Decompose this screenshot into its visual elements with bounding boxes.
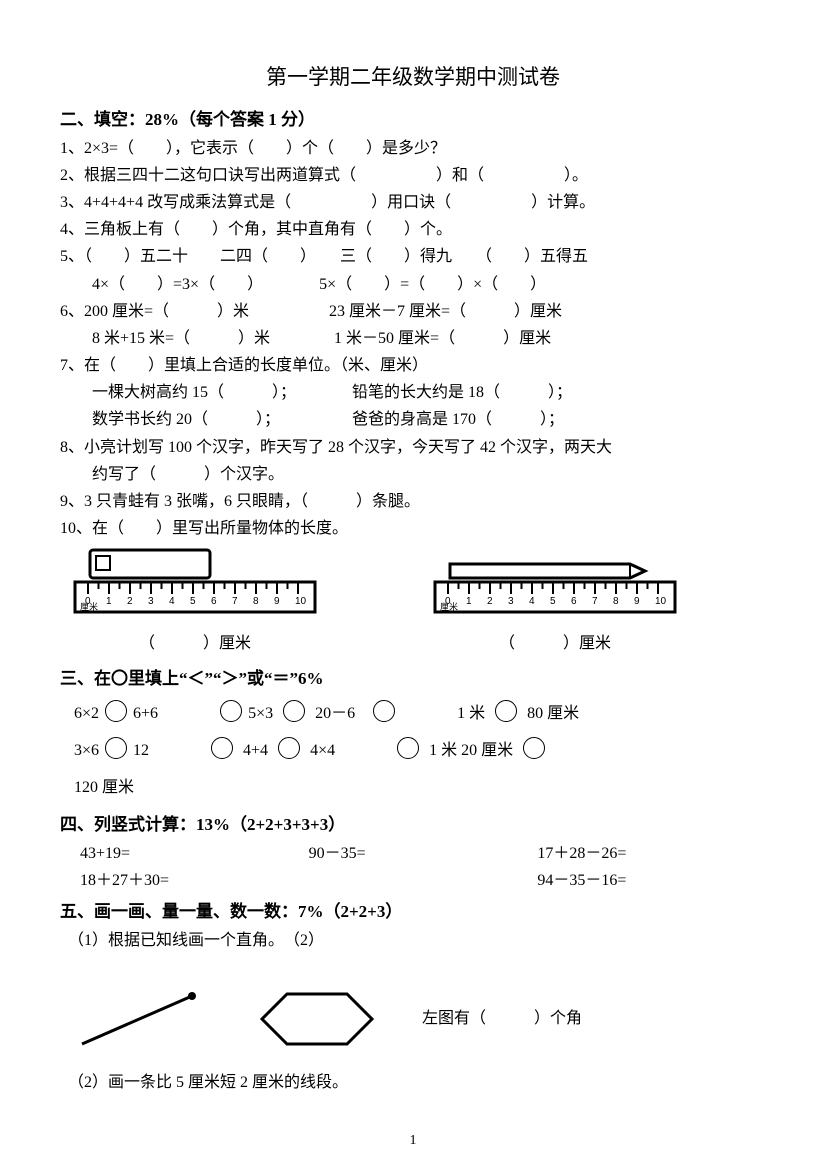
svg-text:9: 9 bbox=[634, 596, 640, 607]
circle-blank bbox=[523, 737, 545, 759]
q5-1: （1）根据已知线画一个直角。 （2） bbox=[68, 927, 766, 954]
svg-text:2: 2 bbox=[127, 596, 133, 607]
cmp-2c: 4+4 bbox=[243, 742, 268, 759]
svg-text:3: 3 bbox=[508, 596, 514, 607]
calc-row-1: 43+19= 90－35= 17＋28－26= bbox=[80, 840, 766, 867]
svg-text:厘米: 厘米 bbox=[80, 601, 98, 612]
circle-blank bbox=[278, 737, 300, 759]
cmp-1e: 1 米 bbox=[457, 705, 485, 722]
compare-row-1: 6×2 6+6 5×3 20－6 1 米 80 厘米 bbox=[74, 700, 766, 727]
line-segment-icon bbox=[72, 984, 212, 1054]
q2-2: 2、根据三四十二这句口诀写出两道算式（ ）和（ ）。 bbox=[60, 162, 766, 189]
q5-2: （2）画一条比 5 厘米短 2 厘米的线段。 bbox=[68, 1069, 766, 1096]
ruler-caption-1: （ ）厘米 bbox=[60, 630, 330, 657]
q5-figures: 左图有（ ）个角 bbox=[72, 979, 766, 1059]
cmp-1d: 20－6 bbox=[315, 705, 355, 722]
section-5-head: 五、画一画、量一量、数一数：7%（2+2+3） bbox=[60, 898, 766, 927]
circle-blank bbox=[397, 737, 419, 759]
ruler-figure-1: 012345678910 厘米 （ ）厘米 bbox=[60, 548, 330, 656]
compare-row-2: 3×6 12 4+4 4×4 1 米 20 厘米 bbox=[74, 737, 766, 764]
cmp-3: 120 厘米 bbox=[74, 779, 134, 796]
calc-row-2: 18＋27＋30= 94－35－16= bbox=[80, 867, 766, 894]
circle-blank bbox=[105, 737, 127, 759]
exam-title: 第一学期二年级数学期中测试卷 bbox=[60, 60, 766, 96]
calc-a3: 17＋28－26= bbox=[537, 840, 766, 867]
svg-text:5: 5 bbox=[550, 596, 556, 607]
cmp-1c: 5×3 bbox=[248, 705, 273, 722]
circle-blank bbox=[105, 700, 127, 722]
svg-text:6: 6 bbox=[211, 596, 217, 607]
svg-text:1: 1 bbox=[106, 596, 112, 607]
compare-row-3: 120 厘米 bbox=[74, 774, 766, 801]
section-4-head: 四、列竖式计算：13%（2+2+3+3+3） bbox=[60, 811, 766, 840]
cmp-2a: 3×6 bbox=[74, 742, 99, 759]
cmp-1f: 80 厘米 bbox=[527, 705, 579, 722]
svg-text:厘米: 厘米 bbox=[440, 601, 458, 612]
q2-7c: 数学书长约 20（ ）； 爸爸的身高是 170（ ）； bbox=[60, 406, 766, 433]
calc-a2: 90－35= bbox=[309, 840, 538, 867]
q2-7a: 7、在（ ）里填上合适的长度单位。（米、厘米） bbox=[60, 352, 766, 379]
q2-8a: 8、小亮计划写 100 个汉字，昨天写了 28 个汉字，今天写了 42 个汉字，… bbox=[60, 434, 766, 461]
hexagon-icon bbox=[252, 979, 382, 1059]
q2-6a: 6、200 厘米=（ ）米 23 厘米－7 厘米=（ ）厘米 bbox=[60, 298, 766, 325]
cmp-1b: 6+6 bbox=[133, 705, 158, 722]
svg-text:9: 9 bbox=[274, 596, 280, 607]
q2-10: 10、在（ ）里写出所量物体的长度。 bbox=[60, 515, 766, 542]
svg-text:7: 7 bbox=[592, 596, 598, 607]
q2-9: 9、3 只青蛙有 3 张嘴，6 只眼睛，（ ）条腿。 bbox=[60, 488, 766, 515]
svg-text:3: 3 bbox=[148, 596, 154, 607]
svg-text:8: 8 bbox=[253, 596, 259, 607]
exam-page: 第一学期二年级数学期中测试卷 二、填空：28%（每个答案 1 分） 1、2×3=… bbox=[0, 0, 826, 1169]
svg-text:5: 5 bbox=[190, 596, 196, 607]
page-number: 1 bbox=[0, 1129, 826, 1153]
q2-5a: 5、（ ）五二十 二四（ ） 三（ ）得九 （ ）五得五 bbox=[60, 243, 766, 270]
q2-4: 4、三角板上有（ ）个角，其中直角有（ ）个。 bbox=[60, 216, 766, 243]
svg-text:2: 2 bbox=[487, 596, 493, 607]
hex-caption: 左图有（ ）个角 bbox=[422, 1005, 582, 1032]
q2-7b: 一棵大树高约 15（ ）； 铅笔的长大约是 18（ ）； bbox=[60, 379, 766, 406]
cmp-1a: 6×2 bbox=[74, 705, 99, 722]
circle-blank bbox=[211, 737, 233, 759]
cmp-2b: 12 bbox=[133, 742, 149, 759]
circle-blank bbox=[283, 700, 305, 722]
section-3-head: 三、在〇里填上“＜”“＞”或“＝”6% bbox=[60, 665, 766, 694]
calc-b3: 94－35－16= bbox=[537, 867, 766, 894]
svg-text:10: 10 bbox=[295, 596, 307, 607]
svg-text:10: 10 bbox=[655, 596, 667, 607]
ruler-figures: 012345678910 厘米 （ ）厘米 012345678910 厘米 （ … bbox=[60, 548, 766, 656]
svg-text:1: 1 bbox=[466, 596, 472, 607]
circle-blank bbox=[220, 700, 242, 722]
svg-text:6: 6 bbox=[571, 596, 577, 607]
circle-blank bbox=[495, 700, 517, 722]
ruler-figure-2: 012345678910 厘米 （ ）厘米 bbox=[420, 548, 690, 656]
q2-6b: 8 米+15 米=（ ）米 1 米－50 厘米=（ ）厘米 bbox=[60, 325, 766, 352]
q2-8b: 约写了（ ）个汉字。 bbox=[60, 461, 766, 488]
svg-text:7: 7 bbox=[232, 596, 238, 607]
circle-blank bbox=[373, 700, 395, 722]
calc-a1: 43+19= bbox=[80, 840, 309, 867]
q2-3: 3、4+4+4+4 改写成乘法算式是（ ）用口诀（ ）计算。 bbox=[60, 189, 766, 216]
q2-1: 1、2×3=（ ），它表示（ ）个（ ）是多少？ bbox=[60, 135, 766, 162]
ruler-caption-2: （ ）厘米 bbox=[420, 630, 690, 657]
calc-b1: 18＋27＋30= bbox=[80, 867, 309, 894]
svg-text:4: 4 bbox=[169, 596, 175, 607]
svg-text:8: 8 bbox=[613, 596, 619, 607]
cmp-2d: 4×4 bbox=[310, 742, 335, 759]
cmp-2e: 1 米 20 厘米 bbox=[429, 742, 513, 759]
section-2-head: 二、填空：28%（每个答案 1 分） bbox=[60, 106, 766, 135]
q2-5b: 4×（ ）=3×（ ） 5×（ ）=（ ）×（ ） bbox=[60, 271, 766, 298]
svg-text:4: 4 bbox=[529, 596, 535, 607]
pencil-ruler-icon: 012345678910 厘米 bbox=[430, 548, 680, 618]
eraser-ruler-icon: 012345678910 厘米 bbox=[70, 548, 320, 618]
